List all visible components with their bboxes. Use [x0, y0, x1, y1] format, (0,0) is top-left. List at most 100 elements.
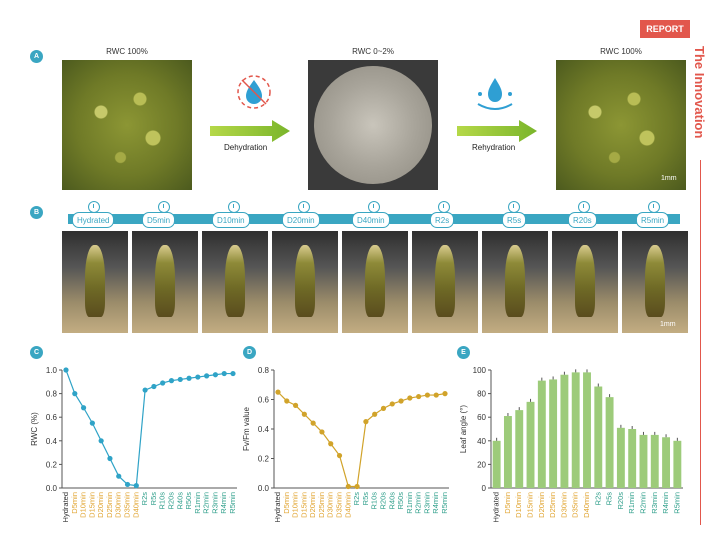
x-tick-label: R5min — [228, 492, 237, 514]
bar — [594, 386, 603, 488]
x-tick-label: R20s — [616, 492, 625, 510]
timeline-item: D40min — [352, 212, 390, 228]
x-tick-label: D10min — [291, 492, 300, 518]
x-tick-label: Hydrated — [273, 492, 282, 522]
moss-strip-photo — [552, 231, 618, 333]
x-tick-label: D35min — [571, 492, 580, 518]
moss-strip-photo — [62, 231, 128, 333]
x-tick-label: R20s — [378, 492, 387, 510]
x-tick-label: D20min — [537, 492, 546, 518]
timeline-item: R20s — [568, 212, 597, 228]
x-tick-label: D5min — [70, 492, 79, 514]
x-tick-label: D5min — [503, 492, 512, 514]
timeline-item: R2s — [430, 212, 455, 228]
panel-label-b: B — [30, 206, 43, 219]
x-tick-label: R5min — [440, 492, 449, 514]
x-tick-label: R2min — [202, 492, 211, 514]
clock-icon — [228, 201, 240, 213]
data-point — [142, 387, 148, 393]
y-tick-label: 100 — [473, 366, 487, 375]
y-tick-label: 0.2 — [46, 460, 58, 469]
data-point — [372, 411, 378, 417]
bar — [526, 401, 535, 488]
timeline-item: D5min — [142, 212, 176, 228]
x-tick-label: D30min — [114, 492, 123, 518]
data-point — [433, 392, 439, 398]
moss-strip-photo — [202, 231, 268, 333]
x-tick-label: Hydrated — [492, 492, 501, 522]
data-point — [301, 411, 307, 417]
x-tick-label: D30min — [559, 492, 568, 518]
y-axis-title: Fv/Fm value — [242, 406, 251, 451]
clock-icon — [368, 201, 380, 213]
journal-title: The Innovation — [692, 46, 707, 139]
x-tick-label: R10s — [158, 492, 167, 510]
data-point — [116, 473, 122, 479]
clock-icon — [438, 201, 450, 213]
data-point — [345, 483, 351, 490]
data-point — [319, 429, 325, 435]
series-line — [277, 391, 446, 488]
timeline-item: Hydrated — [72, 212, 115, 228]
x-tick-label: R40s — [175, 492, 184, 510]
x-tick-label: D10min — [514, 492, 523, 518]
moss-strip-photo — [272, 231, 338, 333]
x-tick-label: D25min — [317, 492, 326, 518]
panel-label-e: E — [457, 346, 470, 359]
bar — [549, 379, 558, 488]
y-tick-label: 40 — [477, 437, 486, 446]
x-tick-label: R3min — [422, 492, 431, 514]
x-tick-label: Hydrated — [61, 492, 70, 522]
x-tick-label: R1min — [627, 492, 636, 514]
data-point — [284, 398, 290, 404]
data-point — [416, 393, 422, 400]
data-point — [124, 481, 131, 488]
x-tick-label: R2min — [638, 492, 647, 514]
x-tick-label: R40s — [387, 492, 396, 510]
x-tick-label: R2min — [414, 492, 423, 514]
x-tick-label: D15min — [299, 492, 308, 518]
panel-label-a: A — [30, 50, 43, 63]
x-tick-label: R4min — [219, 492, 228, 514]
x-tick-label: D40min — [582, 492, 591, 518]
bar — [503, 416, 512, 488]
x-tick-label: R2s — [593, 492, 602, 506]
panel-label-d: D — [243, 346, 256, 359]
moss-strip-photo — [342, 231, 408, 333]
y-tick-label: 60 — [477, 413, 486, 422]
y-tick-label: 0 — [482, 484, 487, 493]
y-tick-label: 0.6 — [258, 396, 270, 405]
x-tick-label: R20s — [166, 492, 175, 510]
bar — [571, 372, 580, 488]
x-tick-label: R50s — [396, 492, 405, 510]
data-point — [389, 401, 395, 407]
data-point — [177, 376, 183, 383]
x-tick-label: D40min — [343, 492, 352, 518]
x-tick-label: R3min — [650, 492, 659, 514]
x-tick-label: R10s — [370, 492, 379, 510]
clock-icon — [648, 201, 660, 213]
data-point — [80, 405, 87, 411]
data-point — [275, 389, 281, 395]
dehydration-icon — [212, 72, 282, 122]
report-badge: REPORT — [640, 20, 690, 38]
x-tick-label: D35min — [123, 492, 132, 518]
series-line — [65, 369, 233, 487]
data-point — [160, 380, 166, 386]
data-point — [407, 395, 413, 401]
x-tick-label: R50s — [184, 492, 193, 510]
data-point — [133, 483, 139, 489]
x-tick-label: D25min — [548, 492, 557, 518]
bar — [492, 440, 501, 488]
rehydration-icon — [470, 74, 520, 119]
data-point — [72, 391, 78, 397]
x-tick-label: R2s — [140, 492, 149, 506]
moss-strip-photo — [132, 231, 198, 333]
bar — [650, 434, 659, 488]
timeline-item: D10min — [212, 212, 250, 228]
x-tick-label: R4min — [431, 492, 440, 514]
rehydration-arrow — [457, 120, 539, 147]
